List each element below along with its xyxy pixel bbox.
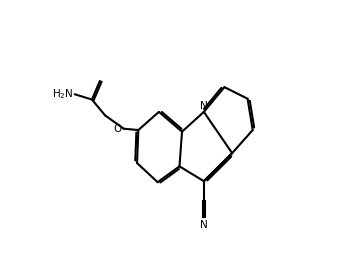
Text: O: O (114, 124, 122, 134)
Text: N: N (200, 220, 208, 230)
Text: H$_2$N: H$_2$N (52, 87, 73, 101)
Text: N: N (200, 101, 208, 111)
